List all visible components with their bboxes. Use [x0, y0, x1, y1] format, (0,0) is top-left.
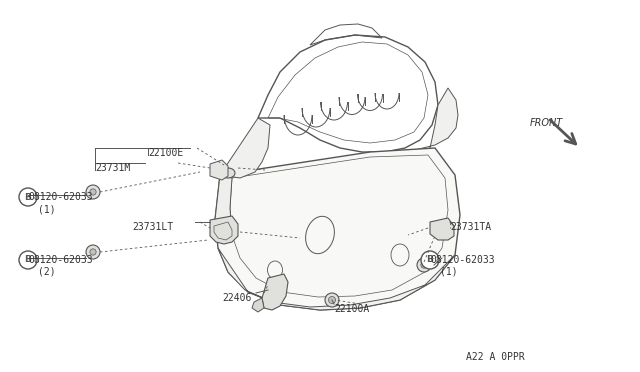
- Circle shape: [19, 188, 37, 206]
- Text: 23731TA: 23731TA: [450, 222, 491, 232]
- Circle shape: [328, 296, 335, 304]
- Text: B: B: [24, 192, 31, 202]
- Text: B: B: [427, 256, 433, 264]
- Circle shape: [325, 293, 339, 307]
- Polygon shape: [210, 160, 228, 180]
- Text: 08120-62033: 08120-62033: [28, 192, 93, 202]
- Text: (1): (1): [440, 267, 458, 277]
- Circle shape: [86, 185, 100, 199]
- Text: 22100A: 22100A: [334, 304, 369, 314]
- Polygon shape: [215, 148, 460, 310]
- Circle shape: [429, 154, 435, 161]
- Circle shape: [421, 251, 439, 269]
- Polygon shape: [262, 274, 288, 310]
- Circle shape: [388, 158, 396, 166]
- Polygon shape: [345, 88, 458, 172]
- Polygon shape: [215, 175, 232, 235]
- Circle shape: [399, 161, 406, 169]
- Text: 08120-62033: 08120-62033: [28, 255, 93, 265]
- Text: 22406: 22406: [222, 293, 252, 303]
- Polygon shape: [252, 298, 264, 312]
- Circle shape: [421, 262, 427, 268]
- Circle shape: [408, 161, 415, 169]
- Text: 23731LT: 23731LT: [132, 222, 173, 232]
- Polygon shape: [218, 248, 455, 310]
- Circle shape: [19, 251, 37, 269]
- Text: (1): (1): [38, 204, 56, 214]
- Circle shape: [90, 189, 96, 195]
- Text: 08120-62033: 08120-62033: [430, 255, 495, 265]
- Polygon shape: [430, 218, 454, 240]
- Text: 23731M: 23731M: [95, 163, 131, 173]
- Text: B: B: [24, 256, 31, 264]
- Circle shape: [417, 258, 431, 272]
- Text: 22100E: 22100E: [148, 148, 183, 158]
- Text: FRONT: FRONT: [530, 118, 563, 128]
- Ellipse shape: [221, 168, 235, 178]
- Circle shape: [86, 245, 100, 259]
- Text: A22 A 0PPR: A22 A 0PPR: [466, 352, 525, 362]
- Circle shape: [90, 249, 96, 255]
- Polygon shape: [220, 118, 270, 178]
- Text: (2): (2): [38, 267, 56, 277]
- Polygon shape: [210, 216, 238, 244]
- Circle shape: [419, 158, 426, 166]
